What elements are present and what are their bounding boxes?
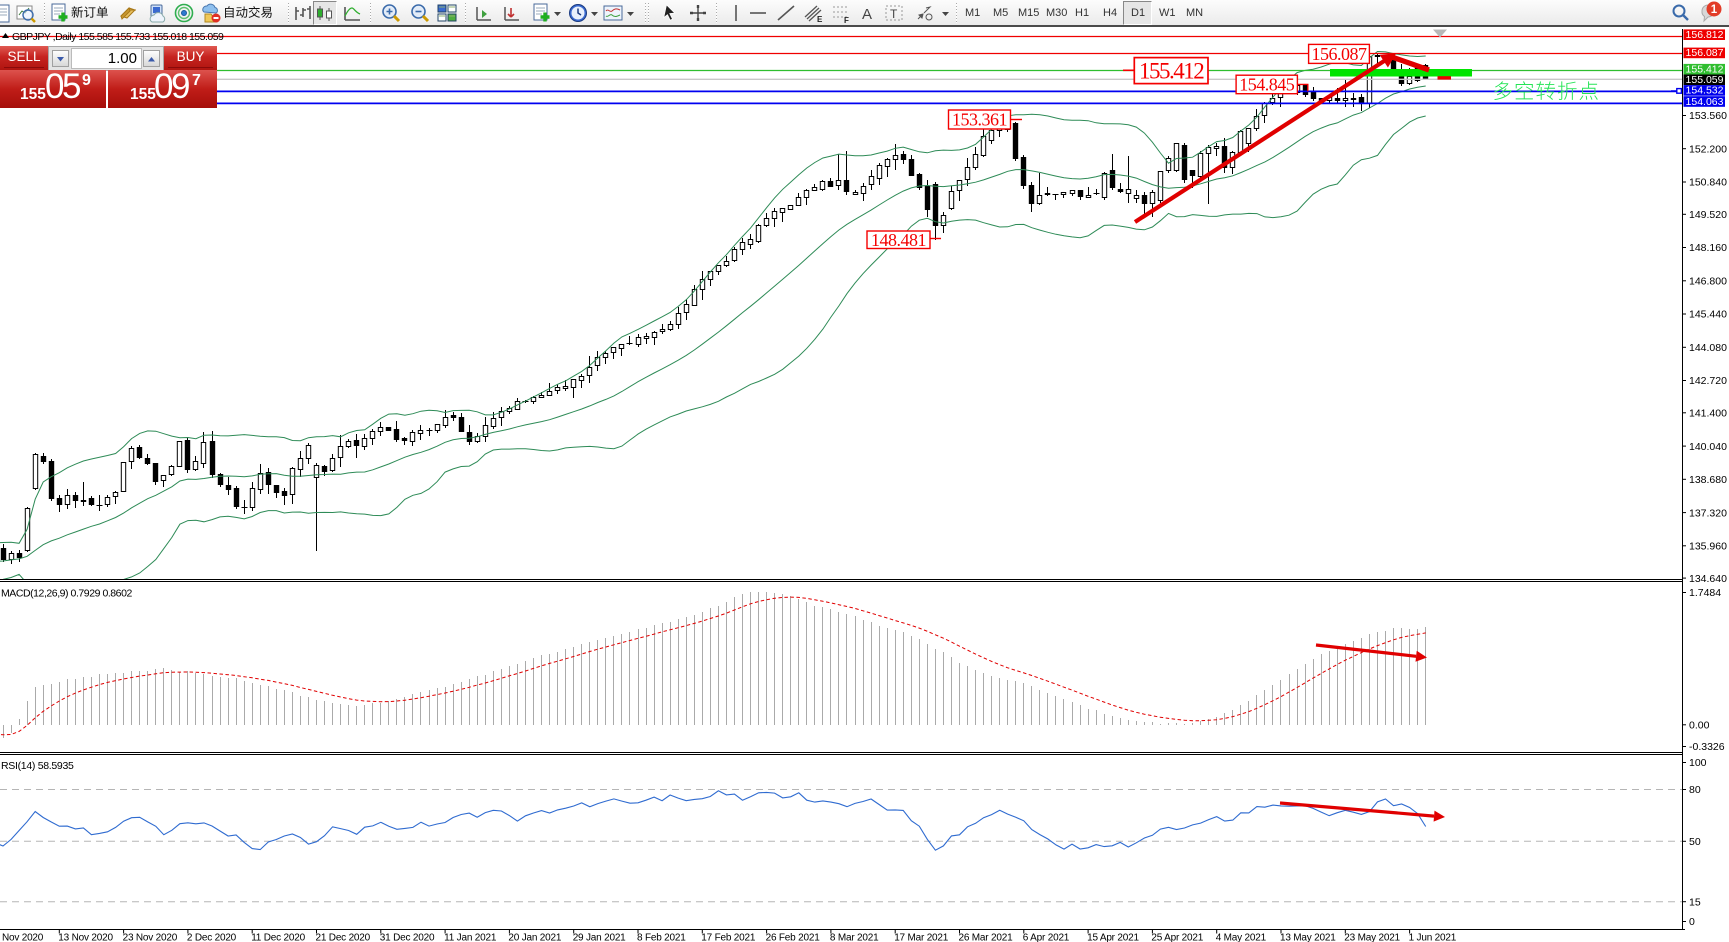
svg-text:140.040: 140.040 bbox=[1689, 441, 1727, 453]
svg-text:3 Nov 2020: 3 Nov 2020 bbox=[0, 933, 44, 942]
svg-text:0: 0 bbox=[1689, 916, 1695, 928]
svg-text:13 Nov 2020: 13 Nov 2020 bbox=[58, 933, 113, 942]
svg-text:135.960: 135.960 bbox=[1689, 541, 1727, 553]
svg-text:150.840: 150.840 bbox=[1689, 177, 1727, 189]
svg-text:4 May 2021: 4 May 2021 bbox=[1216, 933, 1267, 942]
svg-text:100: 100 bbox=[1689, 757, 1707, 769]
svg-text:15 Apr 2021: 15 Apr 2021 bbox=[1087, 933, 1139, 942]
svg-text:31 Dec 2020: 31 Dec 2020 bbox=[380, 933, 435, 942]
svg-text:154.532: 154.532 bbox=[1686, 85, 1724, 97]
svg-text:144.080: 144.080 bbox=[1689, 342, 1727, 354]
svg-text:17 Mar 2021: 17 Mar 2021 bbox=[894, 933, 949, 942]
svg-text:8 Feb 2021: 8 Feb 2021 bbox=[637, 933, 686, 942]
svg-text:146.800: 146.800 bbox=[1689, 276, 1727, 288]
svg-text:23 May 2021: 23 May 2021 bbox=[1344, 933, 1400, 942]
svg-text:T: T bbox=[890, 7, 898, 21]
svg-text:6 Apr 2021: 6 Apr 2021 bbox=[1023, 933, 1070, 942]
svg-text:134.640: 134.640 bbox=[1689, 573, 1727, 585]
svg-text:156.812: 156.812 bbox=[1686, 29, 1724, 41]
svg-text:GBPJPY ,Daily 155.585 155.733: GBPJPY ,Daily 155.585 155.733 155.018 15… bbox=[12, 31, 224, 43]
svg-text:154.063: 154.063 bbox=[1686, 96, 1724, 108]
svg-text:26 Mar 2021: 26 Mar 2021 bbox=[959, 933, 1014, 942]
svg-text:148.160: 148.160 bbox=[1689, 242, 1727, 254]
svg-text:-0.3326: -0.3326 bbox=[1689, 741, 1725, 753]
svg-text:2 Dec 2020: 2 Dec 2020 bbox=[187, 933, 237, 942]
svg-text:153.560: 153.560 bbox=[1689, 110, 1727, 122]
svg-text:142.720: 142.720 bbox=[1689, 375, 1727, 387]
svg-text:155.412: 155.412 bbox=[1139, 59, 1204, 84]
svg-text:E: E bbox=[817, 15, 823, 24]
svg-text:11 Dec 2020: 11 Dec 2020 bbox=[251, 933, 305, 942]
svg-text:29 Jan 2021: 29 Jan 2021 bbox=[573, 933, 626, 942]
svg-text:149.520: 149.520 bbox=[1689, 209, 1727, 221]
svg-text:141.400: 141.400 bbox=[1689, 408, 1727, 420]
svg-text:145.440: 145.440 bbox=[1689, 309, 1727, 321]
svg-text:A: A bbox=[862, 6, 872, 23]
svg-text:11 Jan 2021: 11 Jan 2021 bbox=[444, 933, 497, 942]
svg-text:0.00: 0.00 bbox=[1689, 720, 1710, 732]
svg-text:153.361: 153.361 bbox=[952, 110, 1007, 130]
svg-text:138.680: 138.680 bbox=[1689, 474, 1727, 486]
svg-text:26 Feb 2021: 26 Feb 2021 bbox=[766, 933, 821, 942]
svg-text:137.320: 137.320 bbox=[1689, 507, 1727, 519]
svg-text:F: F bbox=[844, 16, 849, 25]
svg-text:155.059: 155.059 bbox=[1686, 74, 1724, 86]
svg-text:50: 50 bbox=[1689, 836, 1701, 848]
svg-text:23 Nov 2020: 23 Nov 2020 bbox=[123, 933, 178, 942]
svg-text:20 Jan 2021: 20 Jan 2021 bbox=[508, 933, 561, 942]
svg-text:80: 80 bbox=[1689, 784, 1701, 796]
svg-text:MACD(12,26,9) 0.7929 0.8602: MACD(12,26,9) 0.7929 0.8602 bbox=[1, 588, 132, 600]
svg-text:1.7484: 1.7484 bbox=[1689, 587, 1721, 599]
svg-text:148.481: 148.481 bbox=[871, 230, 926, 250]
svg-text:1: 1 bbox=[1711, 4, 1718, 16]
svg-text:1 Jun 2021: 1 Jun 2021 bbox=[1409, 933, 1457, 942]
svg-text:8 Mar 2021: 8 Mar 2021 bbox=[830, 933, 879, 942]
svg-text:25 Apr 2021: 25 Apr 2021 bbox=[1151, 933, 1203, 942]
svg-text:155.412: 155.412 bbox=[1686, 64, 1724, 76]
svg-text:21 Dec 2020: 21 Dec 2020 bbox=[316, 933, 371, 942]
svg-text:17 Feb 2021: 17 Feb 2021 bbox=[701, 933, 756, 942]
svg-text:156.087: 156.087 bbox=[1312, 44, 1368, 64]
svg-text:152.200: 152.200 bbox=[1689, 143, 1727, 155]
svg-text:156.087: 156.087 bbox=[1686, 47, 1724, 59]
svg-text:RSI(14) 58.5935: RSI(14) 58.5935 bbox=[1, 760, 74, 772]
svg-text:13 May 2021: 13 May 2021 bbox=[1280, 933, 1336, 942]
svg-text:154.845: 154.845 bbox=[1239, 75, 1295, 95]
svg-text:15: 15 bbox=[1689, 896, 1701, 908]
